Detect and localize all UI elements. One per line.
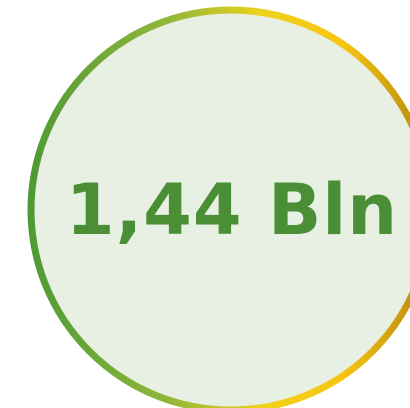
badge-circle — [27, 6, 410, 408]
stat-value: 1,44 Bln — [65, 169, 399, 251]
